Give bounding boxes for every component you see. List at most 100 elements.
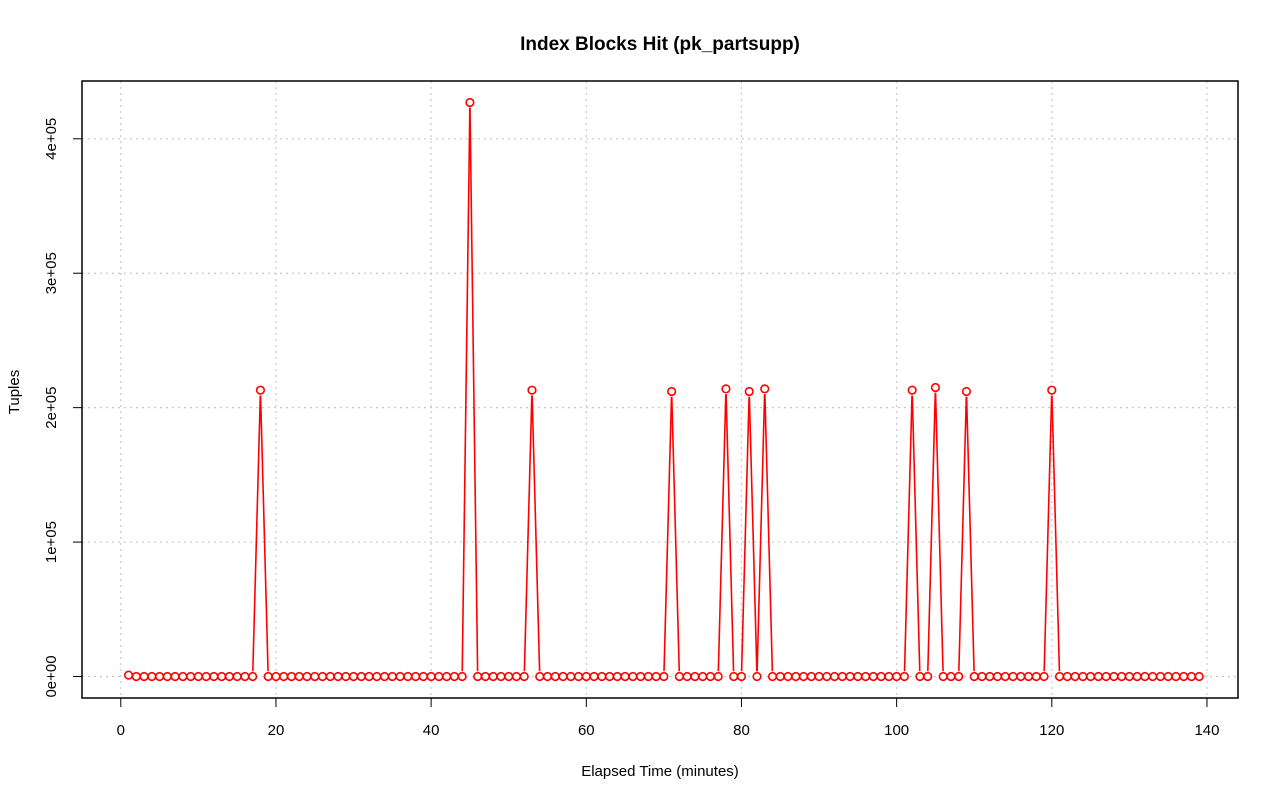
data-point	[271, 671, 281, 682]
data-point	[178, 671, 188, 682]
series-line-segment	[740, 396, 750, 672]
data-point	[527, 385, 537, 395]
series-line-segment	[965, 396, 975, 672]
data-point	[682, 671, 692, 682]
series-line-segment	[958, 396, 968, 672]
data-point	[147, 671, 157, 682]
data-point	[465, 97, 475, 108]
data-point	[434, 671, 444, 682]
data-point	[426, 671, 436, 682]
data-point	[480, 671, 491, 682]
x-tick-label: 40	[423, 722, 440, 739]
data-point	[1023, 671, 1034, 682]
data-point	[876, 671, 886, 682]
data-point	[240, 671, 250, 682]
data-point	[1101, 671, 1111, 682]
data-point	[744, 386, 754, 397]
data-point	[767, 671, 778, 682]
data-point	[713, 671, 723, 682]
series-line-segment	[1043, 395, 1053, 672]
data-point	[729, 671, 739, 682]
data-point	[333, 671, 343, 682]
series-line-segment	[903, 395, 913, 672]
data-point	[860, 671, 871, 682]
data-point	[263, 671, 273, 682]
data-point	[1078, 671, 1088, 682]
series-line-segment	[934, 392, 944, 672]
series-line-segment	[756, 394, 766, 672]
data-point	[1031, 671, 1041, 682]
data-point	[1132, 671, 1142, 682]
data-point	[1070, 671, 1080, 682]
data-point	[217, 671, 227, 682]
data-point	[542, 671, 553, 682]
x-tick-label: 60	[578, 722, 595, 739]
series-line-segment	[911, 395, 921, 672]
y-tick-label: 1e+05	[43, 521, 60, 563]
data-point	[550, 671, 560, 682]
x-axis: 0 20 40 60 80 100 120 140	[117, 697, 1219, 739]
data-point	[1109, 671, 1119, 682]
y-tick-label: 2e+05	[43, 387, 60, 429]
data-point	[736, 671, 747, 682]
data-point	[1155, 671, 1166, 682]
data-point	[1093, 671, 1103, 682]
data-point	[1039, 671, 1049, 682]
chart-title: Index Blocks Hit (pk_partsupp)	[520, 34, 800, 55]
data-point	[814, 671, 824, 682]
data-point	[930, 382, 941, 393]
data-point	[1047, 385, 1057, 395]
x-tick-label: 80	[733, 722, 750, 739]
data-point	[938, 671, 948, 682]
y-axis-label: Tuples	[6, 370, 23, 414]
series-line-segment	[1051, 395, 1061, 672]
data-point	[1085, 671, 1096, 682]
y-axis: 0e+00 1e+05 2e+05 3e+05 4e+05	[43, 118, 83, 698]
series	[123, 97, 1204, 682]
data-point	[519, 671, 529, 682]
data-point	[674, 671, 684, 682]
data-point	[1163, 671, 1173, 682]
data-point	[822, 671, 832, 682]
data-point	[1124, 671, 1134, 682]
data-point	[186, 671, 196, 682]
data-point	[1171, 671, 1181, 682]
series-line-segment	[461, 107, 471, 672]
data-point	[604, 671, 615, 682]
data-point	[791, 671, 801, 682]
y-tick-label: 3e+05	[43, 252, 60, 294]
data-point	[907, 385, 917, 395]
data-point	[209, 671, 219, 682]
x-axis-label: Elapsed Time (minutes)	[581, 763, 739, 780]
data-point	[573, 671, 584, 682]
data-point	[131, 671, 141, 682]
series-line-segment	[748, 396, 758, 672]
data-point	[775, 671, 785, 682]
data-point	[496, 671, 506, 682]
x-tick-label: 0	[117, 722, 125, 739]
data-point	[783, 671, 793, 682]
data-point	[760, 384, 770, 394]
data-point	[620, 671, 630, 682]
data-point	[1016, 671, 1026, 682]
x-tick-label: 20	[268, 722, 285, 739]
series-line-segment	[670, 396, 681, 672]
data-point	[279, 671, 289, 682]
data-point	[597, 671, 607, 682]
y-tick-label: 4e+05	[43, 118, 60, 160]
series-line-segment	[663, 396, 673, 672]
series-line-segment	[252, 395, 262, 672]
data-point	[558, 671, 568, 682]
data-point	[286, 671, 297, 682]
data-point	[806, 671, 816, 682]
data-point	[302, 671, 312, 682]
data-point	[395, 671, 405, 682]
series-line-segment	[717, 394, 727, 672]
data-point	[341, 671, 351, 682]
data-point	[224, 671, 235, 682]
series-line-segment	[531, 395, 541, 672]
x-tick-label: 100	[884, 722, 909, 739]
data-point	[612, 671, 622, 682]
data-point	[837, 671, 847, 682]
